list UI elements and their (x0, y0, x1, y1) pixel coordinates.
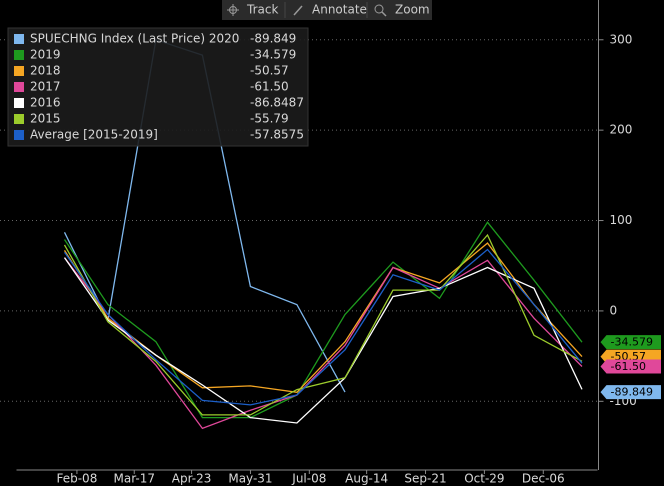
legend-label: 2015 (30, 112, 61, 126)
value-tag: -61.50 (600, 359, 661, 374)
x-tick-label: Oct-29 (464, 472, 504, 486)
x-tick-label: Dec-06 (522, 472, 565, 486)
y-tick-label: 300 (610, 32, 633, 46)
button-label[interactable]: Zoom (395, 3, 430, 17)
button-label[interactable]: Annotate (312, 3, 367, 17)
y-tick-label: 100 (610, 213, 633, 227)
x-tick-label: Feb-08 (56, 472, 97, 486)
value-tag: -89.849 (600, 385, 661, 400)
button-label[interactable]: Track (246, 3, 278, 17)
legend-value: -89.849 (250, 32, 296, 46)
value-tag-label: -89.849 (611, 386, 653, 399)
track-button[interactable]: Track (222, 0, 284, 20)
legend-value: -61.50 (250, 80, 289, 94)
value-tag-bg (600, 335, 661, 350)
x-tick-label: Sep-21 (404, 472, 446, 486)
zoom-icon (381, 11, 387, 17)
annotate-button[interactable]: Annotate (293, 3, 367, 17)
x-tick-label: May-31 (228, 472, 272, 486)
legend-swatch (14, 130, 24, 140)
legend-swatch (14, 82, 24, 92)
annotate-icon (293, 5, 303, 16)
legend: SPUECHNG Index (Last Price) 2020 -89.849 2… (7, 27, 309, 147)
series-line (63, 221, 583, 419)
series-line (63, 257, 583, 430)
toolbar: Track Annotate Zoom (222, 0, 432, 20)
legend-label: Average [2015-2019] (30, 128, 158, 142)
y-tick-label: 200 (610, 123, 633, 137)
legend-label: SPUECHNG Index (Last Price) 2020 (30, 32, 239, 46)
series-line (63, 233, 583, 416)
legend-value: -34.579 (250, 48, 296, 62)
value-tag-bg (600, 359, 661, 374)
legend-label: 2016 (30, 96, 61, 110)
legend-value: -57.8575 (250, 128, 304, 142)
legend-value: -86.8487 (250, 96, 304, 110)
zoom-button[interactable]: Zoom (374, 3, 430, 17)
series-line (63, 257, 583, 424)
value-tag-label: -34.579 (611, 336, 653, 349)
legend-label: 2018 (30, 64, 61, 78)
legend-value: -50.57 (250, 64, 289, 78)
x-tick-label: Jul-08 (291, 472, 326, 486)
legend-swatch (14, 114, 24, 124)
legend-value: -55.79 (250, 112, 289, 126)
legend-label: 2019 (30, 48, 61, 62)
x-tick-label: Mar-17 (114, 472, 155, 486)
legend-bg (7, 27, 309, 147)
x-tick-label: Aug-14 (345, 472, 388, 486)
value-tag-label: -61.50 (611, 360, 646, 373)
value-tag: -34.579 (600, 335, 661, 350)
legend-swatch (14, 50, 24, 60)
legend-swatch (14, 98, 24, 108)
x-tick-label: Apr-23 (172, 472, 212, 486)
zoom-icon (374, 4, 384, 14)
legend-swatch (14, 34, 24, 44)
legend-swatch (14, 66, 24, 76)
series-line (63, 248, 583, 406)
legend-label: 2017 (30, 80, 61, 94)
value-tag-bg (600, 385, 661, 400)
button-bg[interactable] (222, 0, 284, 20)
y-tick-label: 0 (610, 303, 618, 317)
